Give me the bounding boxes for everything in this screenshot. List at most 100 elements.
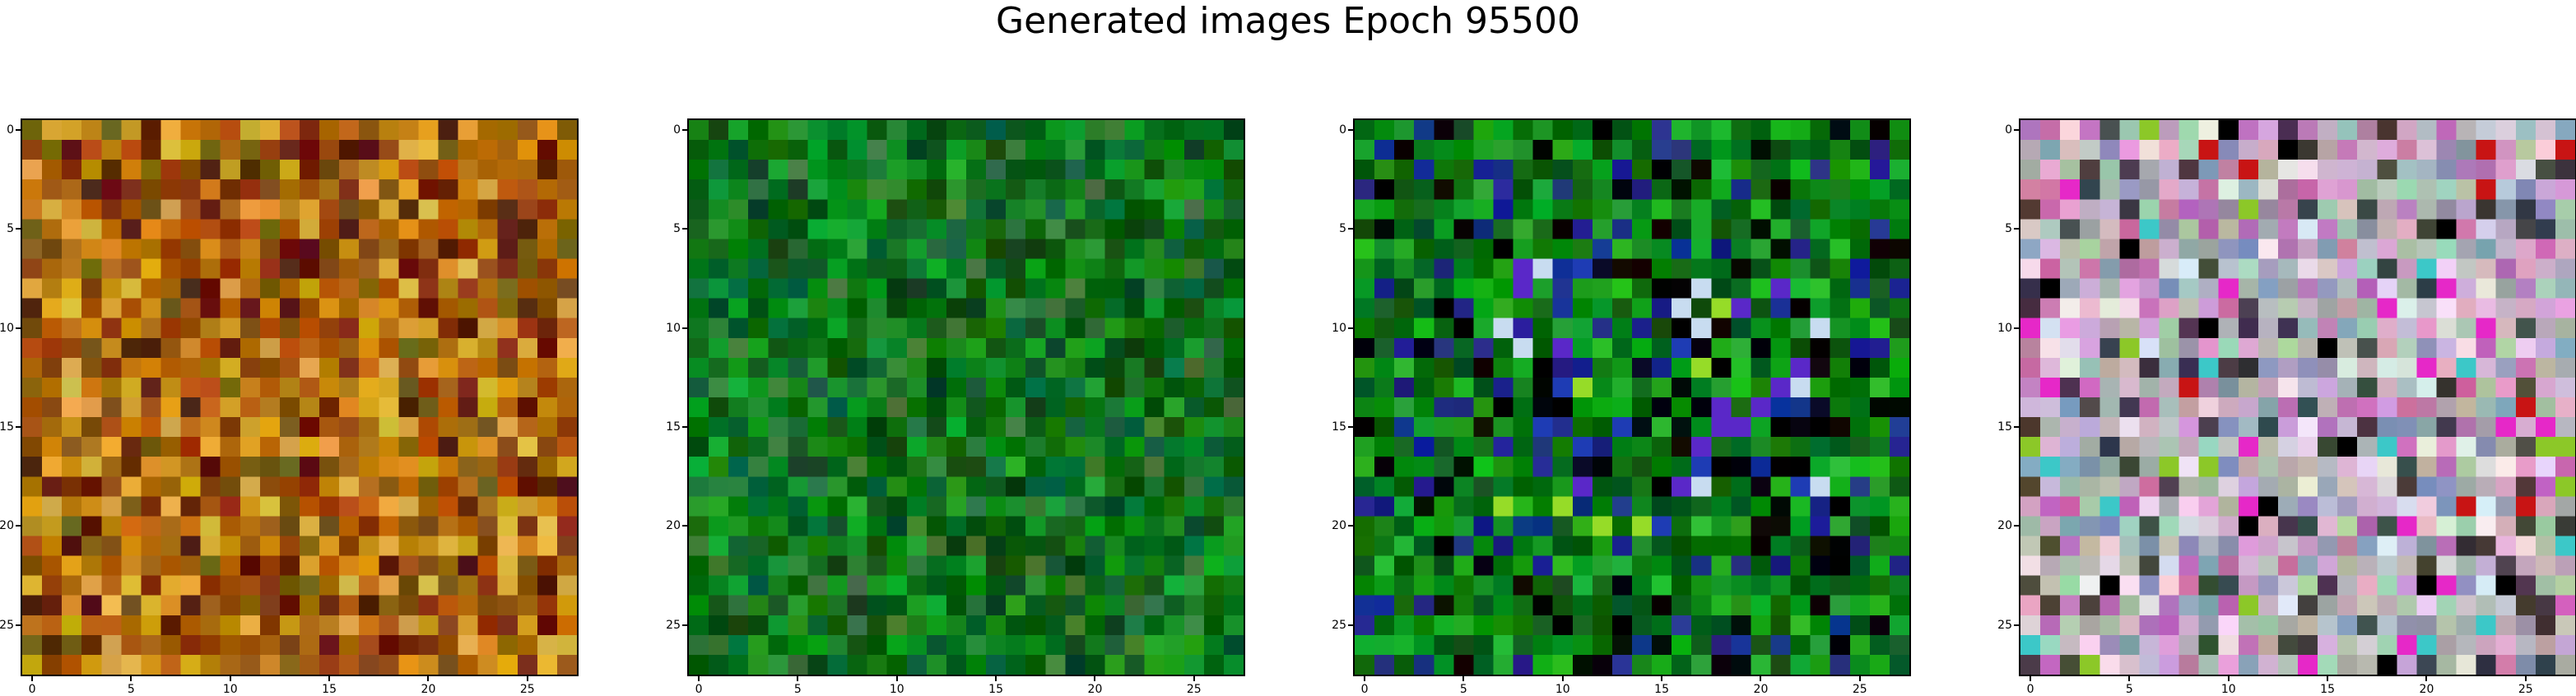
x-tick-mark [328,675,331,681]
x-tick-mark [526,675,528,681]
y-tick-mark [16,426,21,429]
x-tick-label: 20 [421,683,436,696]
generated-image-1 [21,118,579,676]
y-tick-label: 10 [0,321,14,335]
x-tick-label: 0 [1360,683,1369,696]
y-tick-label: 15 [1332,420,1346,434]
y-tick-label: 10 [1332,321,1346,335]
y-tick-label: 25 [1332,618,1346,632]
y-tick-label: 20 [0,519,14,533]
x-tick-mark [1760,675,1762,681]
y-tick-mark [682,525,688,527]
y-tick-label: 25 [0,618,14,632]
y-tick-label: 5 [673,222,681,236]
x-tick-mark [130,675,133,681]
x-tick-label: 10 [222,683,238,696]
y-tick-mark [2014,228,2020,230]
x-tick-label: 15 [322,683,337,696]
x-tick-mark [2425,675,2428,681]
x-tick-mark [1094,675,1096,681]
y-tick-mark [1348,228,1354,230]
y-tick-label: 0 [2005,123,2012,137]
y-tick-mark [1348,327,1354,329]
x-tick-label: 0 [695,683,703,696]
y-tick-mark [2014,426,2020,429]
y-tick-mark [16,327,21,329]
image-pixels [689,120,1244,675]
y-tick-label: 5 [2005,222,2012,236]
y-tick-label: 10 [666,321,681,335]
x-tick-label: 5 [793,683,802,696]
x-tick-mark [1193,675,1195,681]
y-tick-mark [682,624,688,626]
image-pixels [2020,120,2575,675]
y-tick-label: 20 [1997,519,2012,533]
x-tick-mark [1561,675,1564,681]
y-tick-mark [1348,129,1354,132]
x-tick-label: 5 [1459,683,1467,696]
x-tick-label: 15 [988,683,1003,696]
y-tick-mark [16,228,21,230]
y-tick-mark [16,525,21,527]
x-tick-label: 20 [1087,683,1103,696]
x-tick-label: 25 [519,683,535,696]
x-tick-mark [2030,675,2032,681]
y-tick-label: 15 [1997,420,2012,434]
x-tick-mark [995,675,997,681]
y-tick-mark [2014,327,2020,329]
y-tick-label: 5 [1339,222,1346,236]
x-tick-mark [2327,675,2329,681]
y-tick-label: 10 [1997,321,2012,335]
image-pixels [22,120,577,675]
y-tick-mark [1348,525,1354,527]
x-tick-label: 20 [1753,683,1769,696]
x-tick-mark [2128,675,2131,681]
x-tick-label: 5 [127,683,135,696]
y-tick-label: 25 [666,618,681,632]
x-tick-label: 0 [2026,683,2034,696]
x-tick-mark [895,675,898,681]
x-tick-mark [2524,675,2527,681]
x-tick-label: 10 [1555,683,1570,696]
y-tick-mark [2014,624,2020,626]
y-tick-label: 0 [673,123,681,137]
y-tick-mark [16,129,21,132]
y-tick-label: 0 [7,123,14,137]
x-tick-label: 10 [2220,683,2236,696]
x-tick-label: 10 [889,683,904,696]
y-tick-mark [2014,525,2020,527]
x-tick-label: 15 [1654,683,1669,696]
generated-image-4 [2019,118,2576,676]
x-tick-mark [1661,675,1663,681]
y-tick-label: 25 [1997,618,2012,632]
y-tick-mark [682,228,688,230]
y-tick-mark [2014,129,2020,132]
y-tick-mark [1348,624,1354,626]
x-tick-mark [1858,675,1861,681]
figure-title: Generated images Epoch 95500 [995,0,1581,42]
x-tick-label: 25 [1852,683,1867,696]
x-tick-mark [797,675,799,681]
y-tick-label: 20 [1332,519,1346,533]
x-tick-mark [229,675,231,681]
y-tick-label: 20 [666,519,681,533]
x-tick-mark [1462,675,1465,681]
y-tick-mark [682,426,688,429]
y-tick-mark [682,327,688,329]
x-tick-label: 25 [1186,683,1202,696]
x-tick-mark [698,675,700,681]
generated-image-2 [687,118,1245,676]
y-tick-mark [682,129,688,132]
y-tick-mark [16,624,21,626]
y-tick-label: 5 [7,222,14,236]
image-pixels [1355,120,1909,675]
x-tick-mark [1364,675,1366,681]
x-tick-mark [31,675,34,681]
x-tick-mark [427,675,430,681]
x-tick-label: 5 [2125,683,2133,696]
y-tick-label: 15 [0,420,14,434]
x-tick-mark [2227,675,2230,681]
y-tick-mark [1348,426,1354,429]
generated-image-3 [1353,118,1911,676]
x-tick-label: 15 [2320,683,2335,696]
